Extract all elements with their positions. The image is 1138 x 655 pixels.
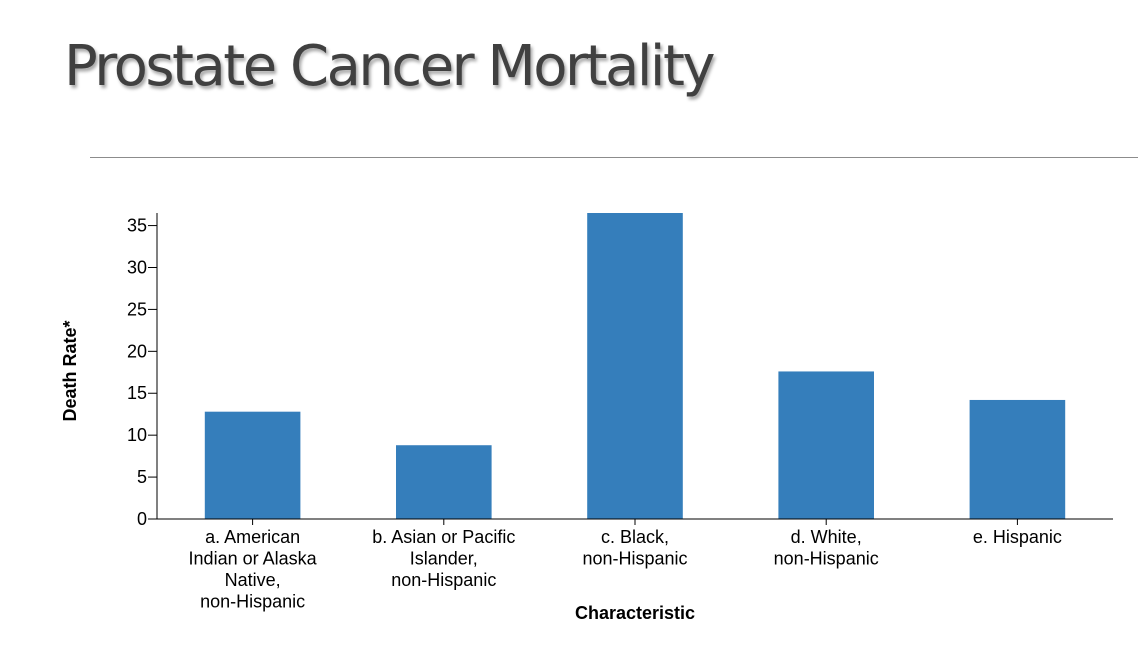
x-axis-title: Characteristic (575, 603, 695, 623)
y-axis-ticks: 0 5 10 15 20 25 30 35 (127, 216, 157, 529)
title-divider (90, 157, 1138, 158)
bar-3 (778, 371, 874, 519)
bar-1 (396, 445, 492, 519)
bar-0 (204, 411, 301, 519)
y-tick-label-2: 10 (127, 425, 147, 445)
slide-title: Prostate Cancer Mortality (64, 34, 716, 99)
y-tick-label-3: 15 (127, 383, 147, 403)
x-category-label-1: b. Asian or Pacific Islander, non-Hispanic (372, 527, 515, 590)
x-category-label-0: a. American Indian or Alaska Native, non-Hi… (189, 527, 318, 612)
y-tick-label-5: 25 (127, 299, 147, 319)
y-tick-label-0: 0 (137, 509, 147, 529)
y-tick-label-4: 20 (127, 341, 147, 361)
y-tick-label-6: 30 (127, 257, 147, 277)
y-axis-title: Death Rate* (60, 320, 80, 421)
bars-layer (204, 213, 1066, 519)
x-category-label-2: c. Black, non-Hispanic (582, 527, 687, 569)
y-tick-label-1: 5 (137, 467, 147, 487)
x-category-label-4: e. Hispanic (973, 527, 1062, 547)
x-axis-ticks: a. American Indian or Alaska Native, non-Hi… (189, 519, 1062, 612)
y-tick-label-7: 35 (127, 216, 147, 236)
bar-4 (969, 399, 1066, 519)
x-category-label-3: d. White, non-Hispanic (774, 527, 879, 569)
bar-2 (587, 213, 683, 519)
